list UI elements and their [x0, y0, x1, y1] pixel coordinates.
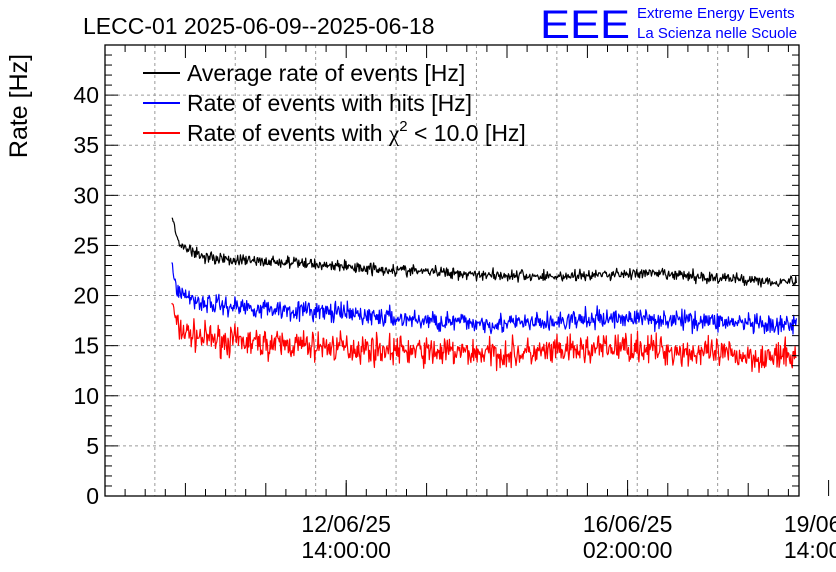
- legend: Average rate of events [Hz] Rate of even…: [143, 60, 526, 146]
- x-tick-time: 02:00:00: [583, 537, 673, 563]
- y-tick-label: 10: [73, 383, 99, 409]
- eee-logo: EEE: [540, 3, 630, 47]
- logo-line-2: La Scienza nelle Scuole: [637, 25, 797, 42]
- series-group: [171, 217, 797, 373]
- axes: 051015202530354012/06/2514:00:0016/06/25…: [73, 45, 836, 563]
- y-tick-label: 30: [73, 182, 99, 208]
- y-tick-label: 25: [73, 232, 99, 258]
- x-tick-time: 14:00:00: [784, 537, 836, 563]
- grid: [105, 45, 799, 496]
- legend-label-hits: Rate of events with hits [Hz]: [187, 90, 472, 116]
- x-tick-date: 12/06/25: [301, 511, 391, 537]
- logo-line-1: Extreme Energy Events: [637, 5, 795, 22]
- x-tick-date: 19/06/25: [784, 511, 836, 537]
- legend-item-hits: Rate of events with hits [Hz]: [143, 90, 472, 116]
- legend-item-average: Average rate of events [Hz]: [143, 60, 465, 86]
- y-tick-label: 0: [86, 483, 99, 509]
- x-tick-date: 16/06/25: [583, 511, 673, 537]
- legend-label-chi2: Rate of events with χ2 < 10.0 [Hz]: [187, 118, 526, 146]
- chart-title: LECC-01 2025-06-09--2025-06-18: [83, 13, 435, 39]
- series-line-0: [171, 217, 797, 288]
- y-tick-label: 20: [73, 283, 99, 309]
- y-tick-label: 40: [73, 82, 99, 108]
- y-tick-label: 15: [73, 333, 99, 359]
- series-line-1: [171, 262, 797, 335]
- legend-label-average: Average rate of events [Hz]: [187, 60, 465, 86]
- plot-frame: [104, 44, 800, 497]
- series-line-2: [171, 302, 797, 373]
- y-tick-label: 5: [86, 433, 99, 459]
- legend-item-chi2: Rate of events with χ2 < 10.0 [Hz]: [143, 118, 526, 146]
- x-tick-time: 14:00:00: [301, 537, 391, 563]
- y-axis-label: Rate [Hz]: [5, 54, 33, 158]
- y-tick-label: 35: [73, 132, 99, 158]
